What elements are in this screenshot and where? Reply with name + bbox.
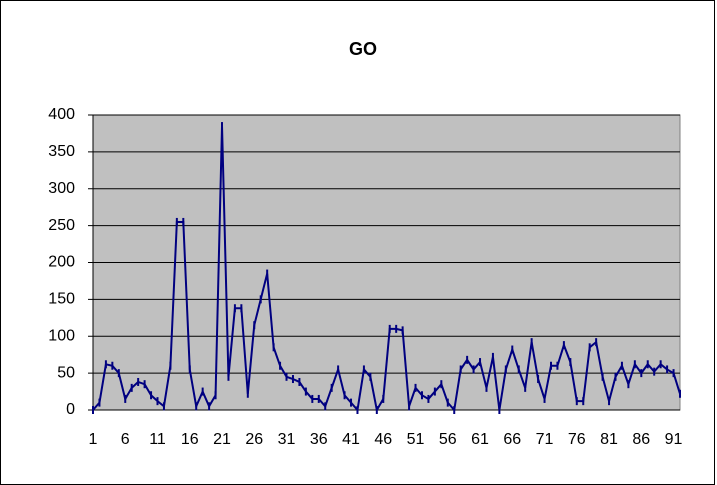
y-tick-label: 300 — [48, 180, 75, 197]
y-tick-label: 350 — [48, 143, 75, 160]
y-tick-label: 50 — [57, 364, 75, 381]
x-tick-label: 91 — [665, 431, 683, 448]
x-tick-label: 56 — [439, 431, 457, 448]
y-tick-label: 100 — [48, 327, 75, 344]
x-tick-label: 86 — [632, 431, 650, 448]
y-tick-label: 200 — [48, 254, 75, 271]
x-tick-label: 66 — [503, 431, 521, 448]
x-tick-label: 46 — [374, 431, 392, 448]
x-tick-label: 26 — [245, 431, 263, 448]
x-tick-label: 36 — [310, 431, 328, 448]
y-tick-label: 150 — [48, 291, 75, 308]
y-tick-label: 250 — [48, 217, 75, 234]
x-tick-label: 1 — [89, 431, 98, 448]
x-tick-label: 41 — [342, 431, 360, 448]
chart-title: GO — [349, 39, 377, 59]
x-tick-label: 11 — [149, 431, 166, 448]
x-tick-label: 6 — [121, 431, 130, 448]
x-tick-label: 51 — [407, 431, 425, 448]
x-tick-label: 16 — [181, 431, 199, 448]
x-tick-label: 81 — [600, 431, 618, 448]
series-line — [92, 126, 681, 413]
x-tick-label: 71 — [536, 431, 554, 448]
y-tick-label: 0 — [66, 401, 75, 418]
x-tick-label: 61 — [471, 431, 489, 448]
y-tick-label: 400 — [48, 106, 75, 123]
x-tick-label: 76 — [568, 431, 586, 448]
x-tick-label: 21 — [213, 431, 231, 448]
x-tick-label: 31 — [278, 431, 296, 448]
